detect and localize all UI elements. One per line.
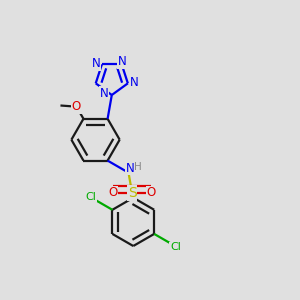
Text: Cl: Cl xyxy=(170,242,181,252)
Text: H: H xyxy=(134,162,142,172)
Text: O: O xyxy=(147,186,156,200)
Text: Cl: Cl xyxy=(86,192,97,202)
Text: S: S xyxy=(128,186,136,200)
Text: N: N xyxy=(92,57,100,70)
Text: N: N xyxy=(126,162,134,175)
Text: N: N xyxy=(130,76,139,89)
Text: O: O xyxy=(108,186,117,200)
Text: O: O xyxy=(72,100,81,113)
Text: N: N xyxy=(100,87,109,100)
Text: N: N xyxy=(118,55,127,68)
